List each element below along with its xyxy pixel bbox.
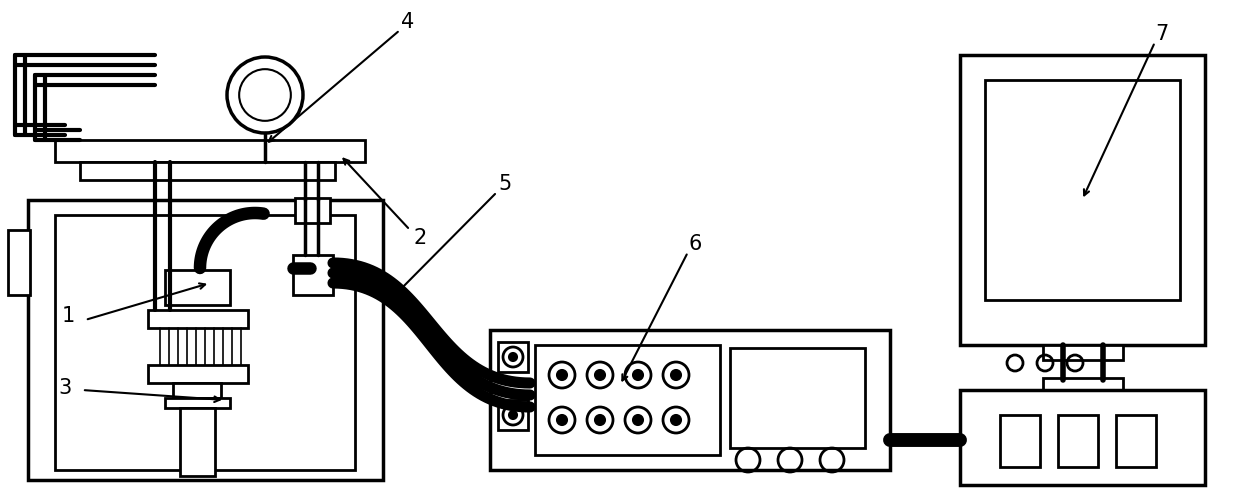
Circle shape (632, 415, 644, 425)
Bar (999, 415, 1040, 467)
Circle shape (595, 370, 605, 380)
Bar (174, 383, 221, 398)
Circle shape (508, 353, 517, 361)
Bar (180, 408, 215, 476)
Bar (55, 215, 355, 470)
Text: 1: 1 (61, 306, 74, 326)
Bar (960, 55, 1205, 345)
Bar (1116, 415, 1156, 467)
Text: 2: 2 (413, 228, 427, 248)
Bar (148, 310, 248, 328)
Circle shape (671, 370, 681, 380)
Bar (498, 342, 528, 372)
Bar (295, 198, 330, 223)
Bar (490, 330, 890, 470)
Text: 3: 3 (58, 378, 72, 398)
Bar (29, 200, 383, 480)
Bar (960, 390, 1205, 485)
Circle shape (595, 415, 605, 425)
Bar (534, 345, 720, 455)
Bar (1043, 378, 1123, 392)
Text: 4: 4 (402, 12, 414, 32)
Bar (293, 255, 334, 295)
Text: 5: 5 (498, 174, 512, 194)
Bar (1043, 345, 1123, 360)
Bar (165, 398, 229, 408)
Circle shape (557, 370, 567, 380)
Bar (55, 140, 365, 162)
Text: 7: 7 (1156, 24, 1168, 44)
Circle shape (508, 411, 517, 419)
Bar (7, 230, 30, 295)
Bar (148, 365, 248, 383)
Bar (165, 270, 229, 305)
Text: 6: 6 (688, 234, 702, 254)
Circle shape (671, 415, 681, 425)
Circle shape (632, 370, 644, 380)
Bar (81, 162, 335, 180)
Circle shape (557, 415, 567, 425)
Bar (1058, 415, 1097, 467)
Bar (730, 348, 866, 448)
Bar (985, 80, 1180, 300)
Bar (498, 400, 528, 430)
